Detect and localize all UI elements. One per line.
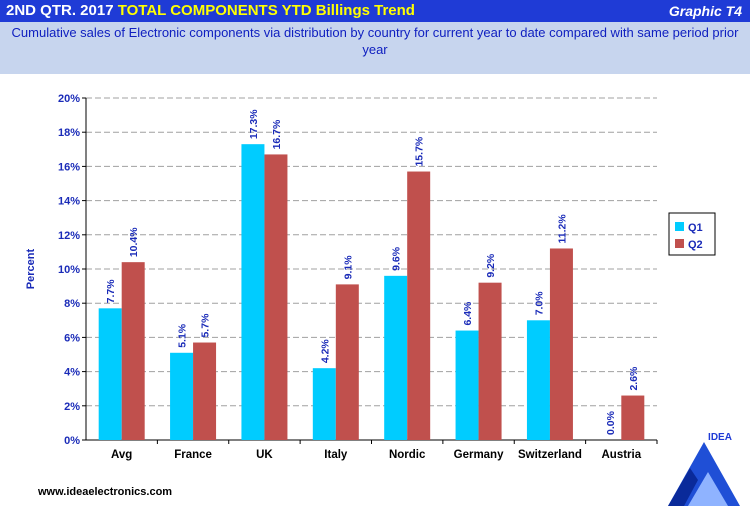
- footer-url[interactable]: www.ideaelectronics.com: [38, 486, 173, 498]
- y-tick-label: 18%: [58, 127, 80, 139]
- y-tick-label: 6%: [64, 332, 80, 344]
- chart-title: 2ND QTR. 2017 TOTAL COMPONENTS YTD Billi…: [6, 2, 415, 19]
- bar-q2: [621, 395, 645, 440]
- bar-data-label: 11.2%: [556, 214, 568, 244]
- x-tick-label: Germany: [454, 449, 504, 461]
- header-bar: [0, 0, 750, 22]
- y-tick-label: 14%: [58, 196, 80, 208]
- logo-triangle-front: [688, 472, 728, 506]
- legend-label-q2: Q2: [688, 239, 703, 251]
- bar-q1: [170, 352, 194, 440]
- graphic-label: Graphic T4: [668, 3, 742, 19]
- title-prefix: 2ND QTR. 2017: [6, 2, 114, 19]
- bar-q1: [241, 144, 265, 441]
- y-tick-label: 8%: [64, 298, 80, 310]
- idea-logo: IDEA: [668, 432, 740, 506]
- y-tick-label: 4%: [64, 367, 80, 379]
- bar-q1: [312, 368, 336, 440]
- logo-triangle-shade: [668, 468, 698, 506]
- y-tick-label: 20%: [58, 93, 80, 105]
- bar-data-label: 16.7%: [271, 119, 283, 149]
- bar-q1: [98, 308, 122, 440]
- chart-subtitle: Cumulative sales of Electronic component…: [11, 25, 739, 57]
- bar-data-label: 2.6%: [628, 366, 640, 391]
- title-highlight: TOTAL COMPONENTS YTD Billings Trend: [117, 2, 415, 19]
- bar-chart: 0% 2% 4% 6% 8% 10% 12% 14% 16% 18% 20% Percent 7.7% 1…: [25, 93, 716, 461]
- bar-data-label: 5.7%: [200, 313, 212, 338]
- bar-data-label: 17.3%: [248, 109, 260, 139]
- y-tick-label: 16%: [58, 161, 80, 173]
- y-axis-label: Percent: [25, 248, 37, 289]
- bar-data-label: 7.0%: [533, 291, 545, 316]
- bar-data-label: 9.2%: [485, 253, 497, 278]
- x-tick-label: UK: [256, 449, 273, 461]
- bar-data-label: 9.1%: [342, 255, 354, 280]
- bar-data-label: 6.4%: [462, 301, 474, 326]
- bar-data-label: 0.0%: [605, 410, 617, 435]
- bar-data-label: 4.2%: [319, 339, 331, 364]
- subtitle-area: Cumulative sales of Electronic component…: [0, 22, 750, 74]
- logo-text: IDEA: [708, 432, 732, 443]
- bar-q2: [478, 282, 502, 440]
- bar-data-label: 9.6%: [391, 246, 403, 271]
- x-tick-label: Italy: [324, 449, 348, 461]
- y-tick-label: 12%: [58, 230, 80, 242]
- bar-data-label: 7.7%: [105, 279, 117, 304]
- legend-swatch-q1: [675, 222, 684, 231]
- x-tick-label: France: [174, 449, 212, 461]
- bar-q1: [384, 275, 408, 440]
- bar-q1: [455, 330, 479, 440]
- bar-q2: [264, 154, 288, 440]
- bar-data-label: 15.7%: [414, 136, 426, 166]
- x-tick-label: Nordic: [389, 449, 426, 461]
- bar-q2: [407, 171, 431, 440]
- y-tick-label: 2%: [64, 401, 80, 413]
- x-tick-label: Avg: [111, 449, 132, 461]
- bar-q2: [193, 342, 217, 440]
- bar-data-label: 5.1%: [177, 323, 189, 348]
- x-tick-label: Austria: [602, 449, 642, 461]
- legend-swatch-q2: [675, 239, 684, 248]
- y-tick-label: 10%: [58, 264, 80, 276]
- legend-label-q1: Q1: [688, 222, 703, 234]
- bar-q2: [335, 284, 359, 440]
- bar-q2: [549, 248, 573, 440]
- y-tick-label: 0%: [64, 435, 80, 447]
- bar-q2: [121, 262, 145, 440]
- bar-q1: [526, 320, 550, 440]
- x-tick-label: Switzerland: [518, 449, 582, 461]
- bar-data-label: 10.4%: [128, 227, 140, 257]
